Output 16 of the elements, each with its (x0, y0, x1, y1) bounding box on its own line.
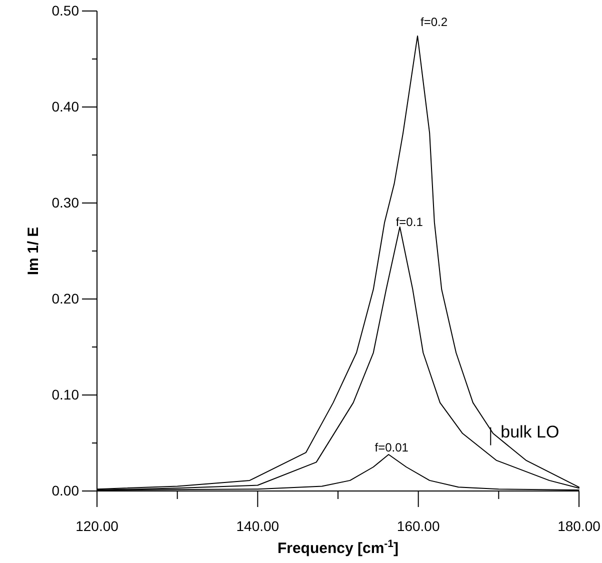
x-tick-label: 120.00 (76, 518, 119, 534)
series-label: f=0.2 (420, 14, 448, 29)
y-tick-label: 0.30 (52, 194, 80, 210)
x-tick-label: 140.00 (236, 518, 280, 534)
series-label: f=0.01 (374, 440, 409, 455)
series-label: f=0.1 (396, 215, 424, 229)
x-axis-title: Frequency [cm$^{-1}$] (277, 538, 399, 557)
y-tick-label: 0.50 (52, 2, 80, 18)
x-tick-label: 180.00 (558, 518, 601, 534)
y-axis-title: Im 1/ E (25, 226, 42, 276)
y-tick-label: 0.40 (52, 98, 80, 114)
x-tick-label: 160.00 (396, 518, 440, 534)
y-tick-label: 0.00 (52, 482, 80, 498)
annotation: bulk LO (500, 422, 560, 442)
y-tick-label: 0.20 (52, 290, 80, 306)
y-tick-label: 0.10 (52, 386, 80, 402)
